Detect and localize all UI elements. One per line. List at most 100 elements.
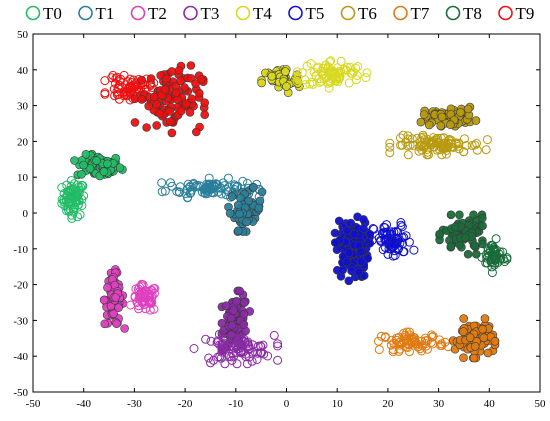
- y-tick-label: -50: [13, 387, 28, 399]
- legend-marker: [445, 5, 461, 21]
- point-T9-solid: [195, 88, 204, 98]
- point-T9-hollow: [107, 73, 117, 83]
- point-T8-hollow: [477, 253, 487, 262]
- point-T8-hollow: [491, 234, 501, 244]
- point-T4-hollow: [361, 73, 371, 83]
- legend-item-T0: T0: [25, 4, 62, 23]
- point-T6-solid: [436, 121, 446, 131]
- point-T8-solid: [460, 233, 470, 242]
- point-T9-solid: [137, 75, 146, 85]
- point-T1-solid: [227, 192, 237, 201]
- point-T6-hollow: [412, 133, 422, 143]
- legend-label: T3: [201, 4, 220, 23]
- series-T6: [385, 102, 492, 160]
- series-T2: [99, 265, 160, 333]
- point-T7-hollow: [421, 336, 430, 346]
- point-T5-solid: [342, 226, 352, 236]
- point-T9-hollow: [108, 70, 118, 80]
- x-tick-label: -40: [76, 398, 91, 410]
- legend-label: T4: [253, 4, 272, 23]
- point-T3-hollow: [224, 351, 234, 361]
- point-T5-solid: [359, 224, 368, 233]
- point-T2-solid: [114, 303, 123, 313]
- point-T1-hollow: [166, 178, 175, 188]
- point-T0-hollow: [70, 191, 80, 201]
- point-T8-solid: [463, 249, 473, 259]
- point-T7-solid: [480, 314, 490, 323]
- point-T9-solid: [146, 74, 156, 83]
- point-T9-solid: [162, 74, 171, 84]
- point-T0-solid: [92, 156, 101, 165]
- point-T4-hollow: [336, 56, 346, 66]
- point-T7-hollow: [399, 337, 409, 347]
- point-T3-solid: [227, 313, 236, 323]
- point-T6-hollow: [460, 134, 469, 144]
- point-T1-solid: [242, 217, 251, 227]
- point-T9-hollow: [123, 77, 133, 87]
- point-T0-solid: [70, 156, 79, 165]
- point-T7-solid: [478, 324, 487, 334]
- legend: T0 T1 T2 T3 T4 T5 T6 T7 T8 T9: [25, 4, 534, 23]
- point-T1-hollow: [157, 187, 167, 197]
- point-T3-hollow: [228, 349, 238, 359]
- legend-item-T4: T4: [235, 4, 272, 23]
- point-T4-solid: [282, 82, 291, 91]
- point-T8-solid: [455, 210, 464, 220]
- legend-label: T7: [411, 4, 430, 23]
- legend-marker: [25, 5, 41, 21]
- point-T5-hollow: [388, 251, 398, 261]
- point-T3-solid: [235, 286, 244, 296]
- point-T5-hollow: [390, 246, 400, 256]
- point-T5-hollow: [397, 233, 407, 243]
- point-T7-hollow: [374, 345, 384, 355]
- point-T3-hollow: [217, 344, 227, 353]
- point-T1-hollow: [157, 178, 167, 188]
- point-T9-hollow: [109, 84, 119, 94]
- point-T9-solid: [176, 106, 186, 116]
- point-T3-solid: [239, 320, 249, 329]
- y-tick-label: 30: [17, 101, 29, 113]
- y-tick-label: 40: [17, 65, 29, 77]
- point-T8-solid: [478, 221, 487, 231]
- point-T3-hollow: [273, 341, 283, 351]
- legend-marker: [288, 5, 303, 21]
- point-T3-hollow: [273, 355, 283, 365]
- point-T9-solid: [166, 117, 175, 126]
- point-T6-hollow: [403, 150, 413, 160]
- point-T7-solid: [459, 353, 468, 363]
- point-T3-hollow: [213, 352, 223, 362]
- point-T6-hollow: [440, 143, 450, 153]
- point-T5-solid: [330, 228, 340, 238]
- point-T6-hollow: [401, 137, 411, 147]
- series-T0: [57, 149, 127, 223]
- point-T6-solid: [446, 120, 455, 129]
- point-T5-hollow: [397, 222, 407, 232]
- point-T4-solid: [281, 67, 290, 76]
- point-T5-hollow: [378, 245, 388, 255]
- legend-item-T5: T5: [288, 4, 324, 23]
- point-T5-solid: [349, 229, 359, 239]
- point-T3-hollow: [206, 358, 215, 368]
- point-T5-solid: [334, 216, 344, 226]
- point-T6-hollow: [414, 142, 424, 152]
- point-T3-hollow: [227, 355, 237, 365]
- legend-label: T6: [358, 4, 377, 23]
- point-T4-hollow: [344, 78, 354, 88]
- point-T6-hollow: [482, 135, 492, 145]
- y-tick-label: 50: [17, 29, 29, 41]
- point-T1-hollow: [215, 183, 225, 192]
- point-T6-hollow: [472, 138, 481, 148]
- point-T4-hollow: [320, 63, 330, 73]
- point-T7-hollow: [417, 341, 427, 351]
- legend-item-T2: T2: [130, 4, 167, 23]
- point-T9-solid: [137, 95, 146, 104]
- point-T3-hollow: [214, 329, 224, 339]
- y-tick-label: 10: [17, 172, 29, 184]
- point-T6-hollow: [467, 140, 477, 150]
- point-T1-solid: [249, 183, 258, 192]
- data-points: [57, 56, 512, 369]
- point-T5-solid: [346, 218, 356, 228]
- point-T3-hollow: [212, 338, 222, 348]
- point-T1-hollow: [187, 185, 197, 195]
